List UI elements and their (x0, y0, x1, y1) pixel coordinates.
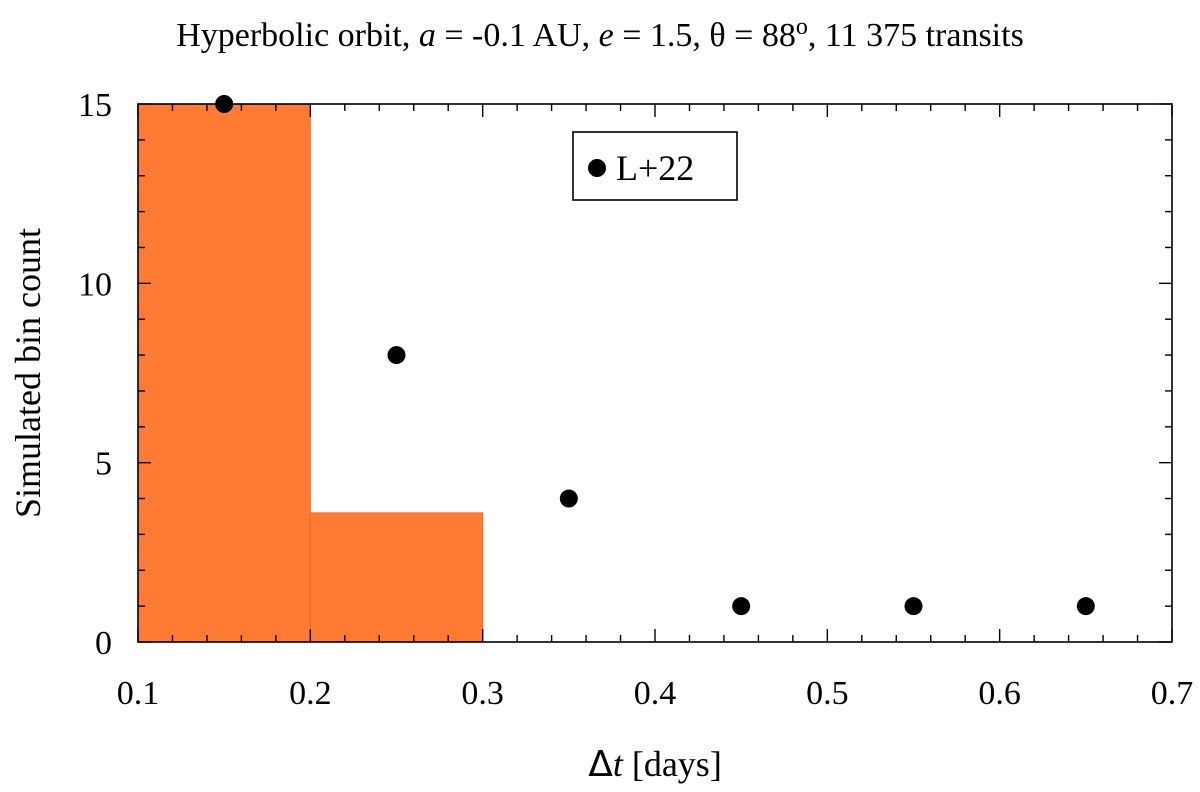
x-tick-label: 0.3 (461, 675, 504, 712)
x-tick-label: 0.7 (1151, 675, 1194, 712)
plot-frame (137, 103, 1173, 643)
y-tick-label: 5 (95, 446, 112, 483)
chart-title: Hyperbolic orbit, a = -0.1 AU, e = 1.5, … (176, 14, 1024, 54)
data-point (732, 597, 751, 616)
data-point (215, 95, 234, 113)
x-tick-label: 0.4 (634, 675, 677, 712)
legend: L+22 (572, 131, 738, 201)
y-tick-label: 10 (78, 266, 112, 303)
y-axis-label: Simulated bin count (8, 228, 48, 518)
x-tick-label: 0.1 (117, 675, 160, 712)
data-point (904, 597, 923, 616)
data-point (387, 346, 406, 365)
x-tick-label: 0.6 (978, 675, 1021, 712)
histogram-bar-0 (137, 103, 311, 643)
data-point (1076, 597, 1095, 616)
x-axis-label: Δt [days] (588, 744, 722, 785)
x-tick-labels: 0.1 0.2 0.3 0.4 0.5 0.6 0.7 (117, 675, 1194, 712)
series-points (215, 95, 1095, 616)
data-point (559, 489, 578, 508)
histogram-bar-1 (309, 512, 484, 643)
y-tick-label: 15 (78, 87, 112, 124)
histogram-bars (137, 103, 484, 643)
x-tick-label: 0.2 (289, 675, 332, 712)
y-tick-labels: 0 5 10 15 (78, 87, 112, 662)
y-tick-label: 0 (95, 625, 112, 662)
legend-marker (588, 159, 606, 177)
x-tick-label: 0.5 (806, 675, 849, 712)
legend-label: L+22 (616, 148, 694, 188)
